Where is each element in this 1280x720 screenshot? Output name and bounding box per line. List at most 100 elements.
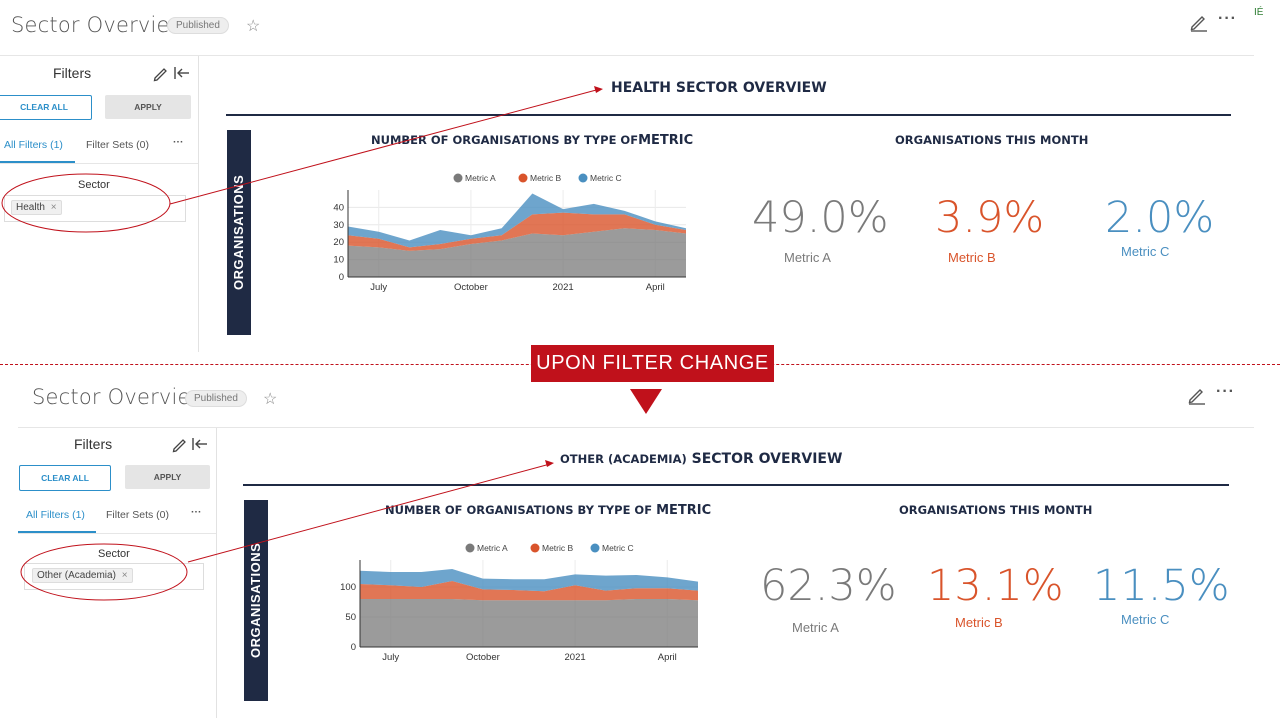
edit-filters-icon[interactable] [152,64,170,87]
filters-title: Filters [53,65,92,81]
y-tick-label: 20 [333,237,344,248]
sector-chip[interactable]: Health × [11,200,62,215]
month-title: ORGANISATIONS THIS MONTH [899,503,1093,517]
chip-remove-icon[interactable]: × [50,202,57,213]
clear-all-button[interactable]: CLEAR ALL [0,95,92,120]
metric-a-value: 49.0% [752,193,889,243]
more-options-icon[interactable]: ··· [1216,383,1235,400]
arrow-line-top [169,88,601,205]
x-tick-label: 2021 [565,652,586,663]
legend-marker [590,543,600,553]
edit-filters-icon[interactable] [171,435,189,458]
published-badge: Published [167,17,229,34]
legend-marker [578,173,588,183]
filter-change-banner: UPON FILTER CHANGE [531,345,774,382]
y-tick-label: 30 [333,220,344,231]
chart-title: NUMBER OF ORGANISATIONS BY TYPE OFMETRIC [371,133,693,148]
area-metric-c [360,569,698,592]
apply-button[interactable]: APPLY [105,95,191,119]
legend-label: Metric C [590,173,622,183]
more-options-icon[interactable]: ··· [1218,10,1237,27]
legend-marker [453,173,463,183]
chip-remove-icon[interactable]: × [121,570,128,581]
apply-button[interactable]: APPLY [125,465,210,489]
x-tick-label: July [370,282,387,293]
published-badge: Published [185,390,247,407]
metric-c-label: Metric C [1121,244,1170,259]
edit-pencil-icon[interactable] [1187,385,1207,410]
filter-more-icon[interactable]: ··· [173,136,184,148]
dashboard-title: Sector Overview [32,385,209,409]
collapse-sidebar-icon[interactable] [191,435,209,458]
metric-b-value: 13.1% [927,561,1064,611]
area-chart-bottom: Metric A Metric B Metric C 0 50 100 July Octobe… [340,543,698,663]
area-metric-a [348,228,686,277]
legend-label: Metric C [602,543,634,553]
area-metric-b [348,212,686,251]
sector-annotation-ellipse [20,543,188,601]
organisations-bar [227,130,251,335]
chip-label: Health [16,202,45,213]
tabs-divider [18,533,216,534]
metric-a-label: Metric A [784,250,831,265]
chart-title-main: NUMBER OF ORGANISATIONS BY TYPE OF [385,503,653,517]
active-tab-underline [0,161,75,163]
organisations-bar [244,500,268,701]
active-tab-underline [18,531,96,533]
tab-all-filters[interactable]: All Filters (1) [4,139,63,151]
arrow-line-bottom [187,463,551,563]
legend-label: Metric A [477,543,508,553]
metric-b-value: 3.9% [935,193,1045,243]
y-tick-label: 50 [345,612,356,623]
legend-marker [530,543,540,553]
edit-pencil-icon[interactable] [1189,12,1209,37]
legend-label: Metric A [465,173,496,183]
chart-title-main: NUMBER OF ORGANISATIONS BY TYPE OF [371,133,639,147]
section-rule [226,114,1231,116]
y-tick-label: 0 [339,272,344,283]
x-tick-label: 2021 [553,282,574,293]
tab-filter-sets[interactable]: Filter Sets (0) [106,509,170,521]
favorite-star-icon[interactable]: ☆ [263,391,278,408]
section-rule [243,484,1229,486]
header-divider [0,55,1254,56]
favorite-star-icon[interactable]: ☆ [246,18,261,35]
y-tick-label: 10 [333,255,344,266]
legend-marker [465,543,475,553]
dashboard-title: Sector Overview [11,13,188,37]
filter-more-icon[interactable]: ··· [191,506,202,518]
metric-c-label: Metric C [1121,612,1170,627]
down-arrow-icon [630,389,662,414]
x-tick-label: July [382,652,399,663]
metric-b-label: Metric B [955,615,1003,630]
metric-c-value: 11.5% [1093,561,1230,611]
x-tick-label: October [454,282,488,293]
arrow-head-top [594,86,603,93]
x-tick-label: April [646,282,665,293]
metric-b-label: Metric B [948,250,996,265]
legend-marker [518,173,528,183]
section-title-sector: OTHER (ACADEMIA) [560,452,687,466]
legend-label: Metric B [542,543,574,553]
filters-title: Filters [74,436,113,452]
metric-a-value: 62.3% [760,561,897,611]
metric-a-label: Metric A [792,620,839,635]
section-title: OTHER (ACADEMIA) SECTOR OVERVIEW [560,451,842,467]
collapse-sidebar-icon[interactable] [173,64,191,87]
chart-title-metric: METRIC [638,133,694,148]
tabs-divider [0,163,198,164]
x-tick-label: October [466,652,500,663]
tab-filter-sets[interactable]: Filter Sets (0) [86,139,150,151]
clear-all-button[interactable]: CLEAR ALL [19,465,111,491]
legend-label: Metric B [530,173,562,183]
area-metric-a [360,599,698,647]
area-chart-top: Metric A Metric B Metric C 0 10 20 30 40 July Oct… [333,173,686,293]
section-title-suffix: SECTOR OVERVIEW [691,451,843,467]
chart-title: NUMBER OF ORGANISATIONS BY TYPE OF METRI… [385,503,711,518]
x-tick-label: April [658,652,677,663]
sector-chip[interactable]: Other (Academia) × [32,568,133,583]
section-title-sector: HEALTH [611,80,671,96]
chip-label: Other (Academia) [37,570,116,581]
y-tick-label: 100 [340,582,356,593]
tab-all-filters[interactable]: All Filters (1) [26,509,85,521]
